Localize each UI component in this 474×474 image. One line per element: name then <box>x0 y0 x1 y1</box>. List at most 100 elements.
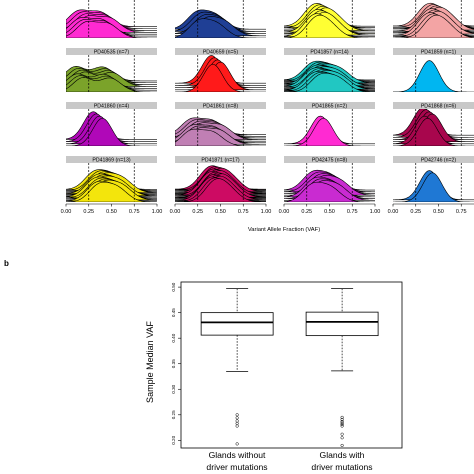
x-tick-label: 1.00 <box>370 209 381 215</box>
ridge-panel <box>175 0 266 38</box>
x-tick-label: 0.50 <box>433 209 444 215</box>
x-tick-label: 0.00 <box>170 209 181 215</box>
ridge-panel <box>284 0 375 38</box>
x-tick-label: 0.00 <box>279 209 290 215</box>
ridge-panel-body <box>284 3 375 38</box>
x-tick-label: 0.25 <box>410 209 421 215</box>
box-iqr <box>200 312 274 336</box>
panel-b-label: b <box>4 259 9 268</box>
box-iqr <box>305 311 379 337</box>
y-tick-label: 0.25 <box>171 410 176 419</box>
panel-title: PD42475 (n=8) <box>312 157 348 163</box>
ridge-density-curve <box>66 117 157 146</box>
ridge-density-curve <box>66 181 157 202</box>
ridge-panel: PD42746 (n=2) <box>393 156 474 202</box>
x-tick-label: 0.75 <box>238 209 249 215</box>
ridge-panel-body <box>66 111 157 146</box>
x-tick-label: 1.00 <box>261 209 272 215</box>
ridge-panel-body <box>284 60 375 92</box>
ridge-panel-body <box>284 169 375 202</box>
outlier-point <box>340 421 344 425</box>
ridge-panel-body <box>175 55 266 92</box>
x-tick-label: 0.25 <box>301 209 312 215</box>
ridge-panel-body <box>66 9 157 38</box>
ridge-density-curve <box>284 181 375 202</box>
panel-title: PD40535 (n=7) <box>94 49 130 55</box>
outlier-point <box>235 419 239 423</box>
ridge-panel: PD41857 (n=14) <box>284 48 375 92</box>
x-tick-label: 0.00 <box>388 209 399 215</box>
ridge-panel: PD41868 (n=6) <box>393 102 474 146</box>
outlier-point <box>340 417 344 421</box>
outlier-point <box>340 422 344 427</box>
ridge-panel-body <box>393 109 474 146</box>
y-tick-label: 0.35 <box>171 359 176 368</box>
ridge-panel: PD41861 (n=8) <box>175 102 266 146</box>
x-tick-label: 0.75 <box>347 209 358 215</box>
panel-title: PD41868 (n=6) <box>421 103 457 109</box>
y-tick-label: 0.50 <box>171 282 176 291</box>
box <box>200 288 274 446</box>
ridge-panel-body <box>175 117 266 146</box>
panel-strip <box>284 102 375 109</box>
x-tick-label: 0.25 <box>83 209 94 215</box>
ridge-panel <box>393 0 474 38</box>
category-label-without-1: Glands without <box>209 450 266 460</box>
panel-strip <box>393 156 474 163</box>
panel-title: PD41871 (n=17) <box>201 157 239 163</box>
panel-strip <box>284 48 375 55</box>
box <box>305 288 379 447</box>
ridge-density-curve <box>284 117 375 146</box>
panel-strip <box>393 102 474 109</box>
x-tick-label: 0.25 <box>192 209 203 215</box>
category-label-with-1: Glands with <box>320 450 365 460</box>
ridge-panel: PD41869 (n=13) <box>66 156 157 202</box>
ridge-density-curve <box>393 14 474 38</box>
outlier-point <box>340 415 344 419</box>
x-tick-label: 1.00 <box>152 209 163 215</box>
ridge-density-curve <box>393 172 474 202</box>
x-tick-label: 0.50 <box>215 209 226 215</box>
plot-frame <box>180 281 403 449</box>
ridge-panel-body <box>393 60 474 92</box>
panel-strip <box>66 102 157 109</box>
ridge-panel: PD40659 (n=5) <box>175 48 266 92</box>
boxplot-y-axis-label: Sample Median VAF <box>145 321 155 403</box>
panel-title: PD41865 (n=2) <box>312 103 348 109</box>
outlier-point <box>235 421 239 426</box>
category-label-with-2: driver mutations <box>311 462 372 472</box>
panel-strip <box>284 156 375 163</box>
ridge-density-curve <box>393 60 474 92</box>
x-tick-label: 0.50 <box>324 209 335 215</box>
ridge-panel: PD41859 (n=1) <box>393 48 474 92</box>
x-tick-label: 0.50 <box>106 209 117 215</box>
panel-title: PD41859 (n=1) <box>421 49 457 55</box>
ridge-panel: PD41860 (n=4) <box>66 102 157 146</box>
outlier-point <box>340 443 344 447</box>
panel-strip <box>393 48 474 55</box>
outlier-point <box>340 432 344 436</box>
ridge-panel <box>66 0 157 38</box>
ridge-panel-body <box>284 115 375 146</box>
panel-title: PD42746 (n=2) <box>421 157 457 163</box>
panel-strip <box>175 156 266 163</box>
panel-strip <box>175 102 266 109</box>
ridge-panel-body <box>66 169 157 202</box>
panel-title: PD41861 (n=8) <box>203 103 239 109</box>
x-tick-label: 0.75 <box>129 209 140 215</box>
ridge-density-curve <box>175 63 266 92</box>
outlier-point <box>340 436 344 440</box>
ridge-panel-body <box>393 2 474 38</box>
boxplot: 0.20 0.25 0.30 0.35 0.40 0.45 0.50 <box>171 281 403 449</box>
panel-title: PD41869 (n=13) <box>92 157 130 163</box>
x-tick-label: 0.75 <box>456 209 467 215</box>
ridge-panel-body <box>175 9 266 38</box>
y-tick-label: 0.40 <box>171 333 176 342</box>
panel-title: PD41860 (n=4) <box>94 103 130 109</box>
ridge-panel-body <box>393 170 474 202</box>
y-tick-label: 0.45 <box>171 308 176 317</box>
panel-strip <box>175 48 266 55</box>
panel-strip <box>66 48 157 55</box>
ridge-panel: PD41871 (n=17) <box>175 156 266 202</box>
